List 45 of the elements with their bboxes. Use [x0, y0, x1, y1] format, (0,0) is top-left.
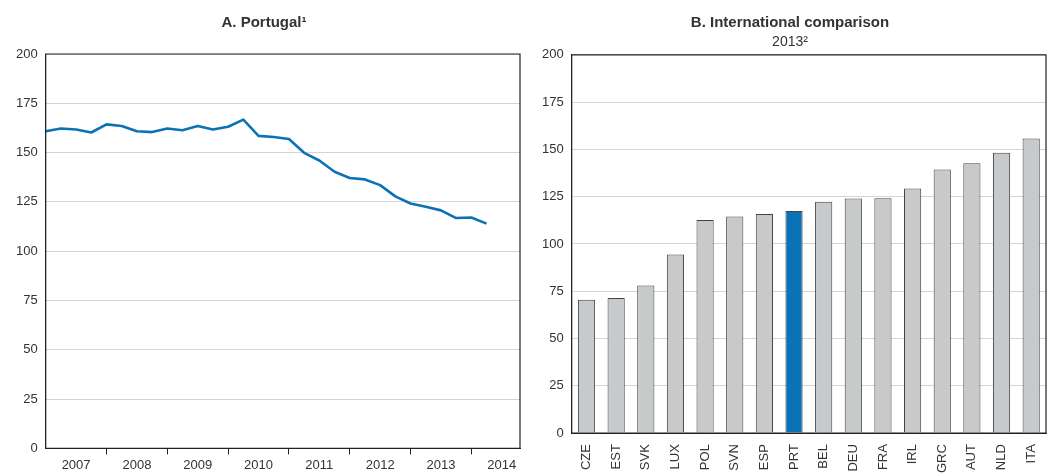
x-tick-label: SVK: [637, 443, 653, 471]
y-tick-label: 200: [15, 45, 38, 61]
chart-title: A. Portugal¹: [221, 13, 307, 31]
x-tick-label: PRT: [785, 444, 801, 470]
x-tick-label: SVN: [726, 444, 742, 471]
y-tick-label: 0: [30, 439, 38, 455]
x-tick-label: GRC: [933, 444, 949, 473]
x-tick-label: 2007: [61, 456, 91, 472]
x-tick-label: 2011: [305, 456, 334, 472]
y-tick-label: 0: [556, 424, 564, 440]
y-tick-label: 175: [15, 94, 38, 110]
x-tick-label: 2014: [487, 456, 517, 472]
y-tick-label: 75: [23, 292, 38, 308]
x-tick-label: 2012: [365, 456, 395, 472]
x-tick-label: AUT: [963, 444, 979, 471]
y-tick-label: 125: [15, 193, 38, 209]
y-tick-label: 50: [549, 330, 564, 346]
x-tick-label: DEU: [844, 444, 860, 472]
x-tick-label: BEL: [815, 444, 831, 469]
x-tick-label: POL: [696, 444, 712, 471]
x-tick-label: 2013: [426, 456, 456, 472]
x-tick-label: ESP: [755, 444, 771, 471]
x-tick-label: FRA: [874, 443, 890, 471]
x-tick-label: LUX: [667, 443, 683, 470]
y-tick-label: 150: [541, 140, 564, 156]
x-tick-label: IRL: [904, 444, 920, 465]
y-tick-label: 200: [541, 46, 564, 62]
y-tick-label: 50: [23, 341, 38, 357]
y-tick-label: 25: [23, 390, 38, 406]
x-tick-label: 2010: [244, 456, 273, 472]
y-tick-label: 25: [549, 377, 564, 393]
y-tick-label: 100: [541, 235, 564, 251]
chart-subtitle: 2013²: [772, 33, 809, 50]
x-tick-label: 2009: [183, 456, 213, 472]
y-tick-label: 175: [541, 93, 564, 109]
y-tick-label: 75: [549, 282, 564, 298]
x-tick-label: CZE: [578, 443, 594, 471]
y-tick-label: 125: [541, 188, 564, 204]
x-tick-label: 2008: [122, 456, 152, 472]
chart-title: B. International comparison: [690, 13, 890, 31]
y-tick-label: 100: [15, 242, 38, 258]
x-tick-label: NLD: [993, 444, 1009, 471]
x-tick-label: ITA: [1022, 443, 1038, 464]
x-tick-label: EST: [607, 444, 623, 470]
y-tick-label: 150: [15, 144, 38, 160]
